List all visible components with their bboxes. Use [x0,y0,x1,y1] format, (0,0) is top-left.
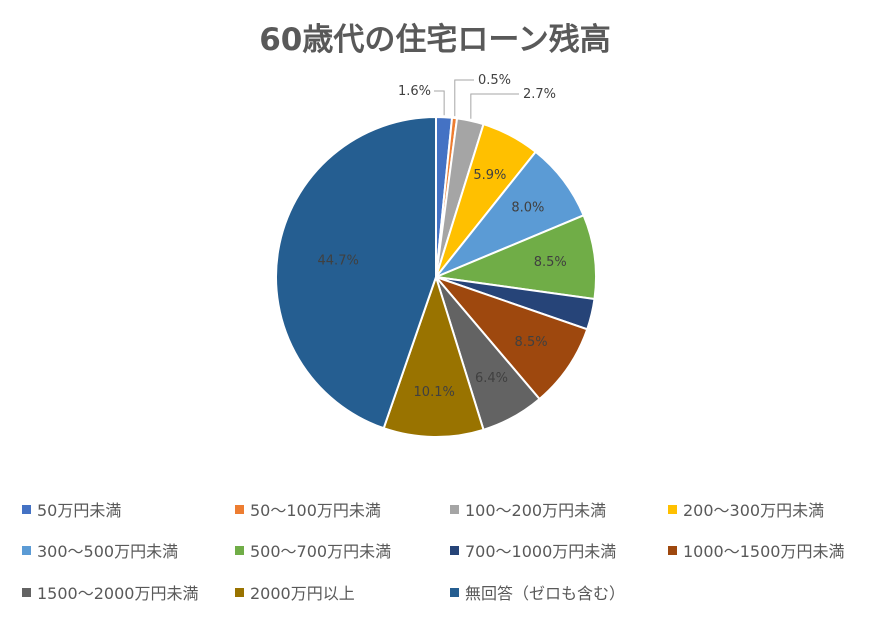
pie-slice [382,273,485,438]
data-label: 44.7% [318,254,359,269]
legend-label: 無回答（ゼロも含む） [465,584,626,603]
legend-label: 50〜100万円未満 [250,501,381,520]
data-label: 5.9% [473,168,506,183]
legend-label: 50万円未満 [37,501,122,520]
data-label: 2.7% [523,87,556,102]
legend-item: 200〜300万円未満 [668,497,824,521]
legend-item: 700〜1000万円未満 [450,538,616,562]
legend-item: 50〜100万円未満 [235,497,381,521]
legend-item: 2000万円以上 [235,580,355,604]
pie-chart: 1.6% 0.5% 2.7% 5.9% 8.0% 8.5% 8.5% 6.4% 10.1% 44.… [275,73,597,438]
legend-label: 100〜200万円未満 [465,501,607,520]
legend-swatch [450,504,459,514]
legend-item: 100〜200万円未満 [450,497,606,521]
legend-item: 50万円未満 [22,497,121,521]
legend-label: 1500〜2000万円未満 [37,584,199,603]
pie-slice [432,213,597,301]
legend-swatch [235,545,244,555]
legend-item: 1000〜1500万円未満 [668,538,844,562]
legend-label: 1000〜1500万円未満 [683,542,845,561]
legend-swatch [235,504,244,514]
legend-swatch [450,545,459,555]
legend-swatch [450,587,459,597]
legend-swatch [22,587,31,597]
legend-swatch [235,587,244,597]
data-label: 8.5% [515,335,548,350]
data-label: 6.4% [475,371,508,386]
legend-swatch [668,545,677,555]
legend-item: 300〜500万円未満 [22,538,178,562]
legend-item: 無回答（ゼロも含む） [450,580,625,604]
pie-slice [432,274,589,401]
legend-label: 700〜1000万円未満 [465,542,617,561]
pie-slice [275,115,437,430]
data-label: 8.0% [511,201,544,216]
legend-swatch [668,504,677,514]
legend-label: 300〜500万円未満 [37,542,179,561]
data-label: 8.5% [534,255,567,270]
data-label: 0.5% [478,73,511,88]
legend-swatch [22,545,31,555]
legend-swatch [22,504,31,514]
legend-label: 2000万円以上 [250,584,355,603]
legend-label: 500〜700万円未満 [250,542,392,561]
data-label: 10.1% [414,385,455,400]
legend-item: 500〜700万円未満 [235,538,391,562]
data-label: 1.6% [398,84,431,99]
legend-item: 1500〜2000万円未満 [22,580,198,604]
legend-label: 200〜300万円未満 [683,501,825,520]
chart-title: 60歳代の住宅ローン残高 [259,22,611,58]
